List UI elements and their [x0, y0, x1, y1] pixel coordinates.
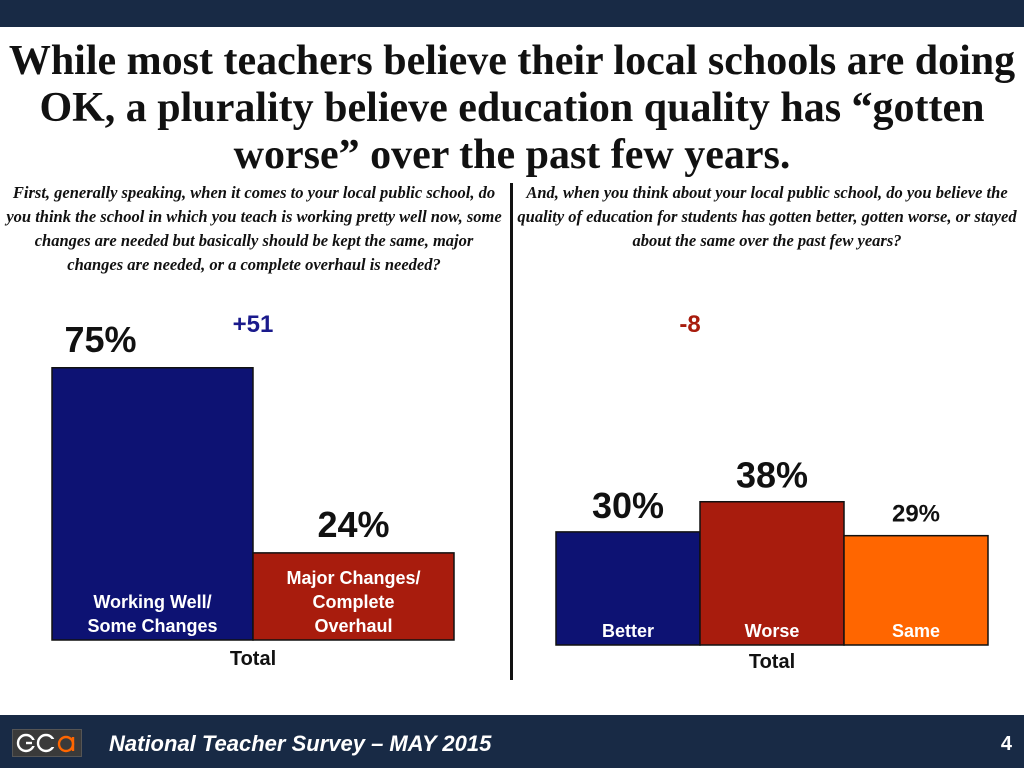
net-score-label: -8 — [679, 311, 700, 338]
header-bar — [0, 0, 1024, 27]
bar-working-well-some-changes — [51, 367, 254, 641]
survey-label: National Teacher Survey – MAY 2015 — [109, 731, 492, 756]
slide-title: While most teachers believe their local … — [8, 38, 1016, 178]
bar-worse — [699, 500, 845, 646]
column-divider — [510, 183, 513, 680]
category-label: Some Changes — [87, 616, 217, 636]
category-label: Complete — [312, 592, 394, 612]
category-label: Worse — [745, 621, 800, 641]
bar-same — [843, 534, 989, 646]
category-label: Better — [602, 621, 654, 641]
bar-better — [555, 531, 701, 646]
x-axis-label: Total — [230, 648, 276, 670]
page-number: 4 — [1000, 733, 1012, 755]
data-label: 38% — [736, 455, 808, 496]
bar-major-changes-complete-overhaul — [252, 552, 455, 641]
category-label: Major Changes/ — [286, 568, 420, 588]
data-label: 30% — [592, 485, 664, 526]
chart-education-quality-change: 30% Better 38% Worse 29% Same Total -8 — [514, 300, 1024, 680]
data-label: 75% — [64, 319, 136, 360]
x-axis-label: Total — [749, 651, 795, 673]
data-label: 24% — [317, 504, 389, 545]
category-label: Working Well/ — [93, 592, 211, 612]
data-label: 29% — [892, 501, 940, 528]
chart-right-svg: 30% Better 38% Worse 29% Same Total -8 — [555, 311, 989, 673]
category-label: Same — [892, 621, 940, 641]
question-left: First, generally speaking, when it comes… — [6, 183, 502, 274]
net-score-label: +51 — [233, 311, 274, 338]
footer-bar: National Teacher Survey – MAY 2015 4 — [0, 715, 1024, 768]
question-right: And, when you think about your local pub… — [517, 183, 1017, 250]
chart-local-school-assessment: 75% Working Well/Some Changes 24% Major Cha… — [0, 300, 510, 680]
chart-left-svg: 75% Working Well/Some Changes 24% Major Cha… — [51, 311, 455, 670]
category-label: Overhaul — [314, 616, 392, 636]
gqr-logo-icon — [12, 729, 82, 757]
